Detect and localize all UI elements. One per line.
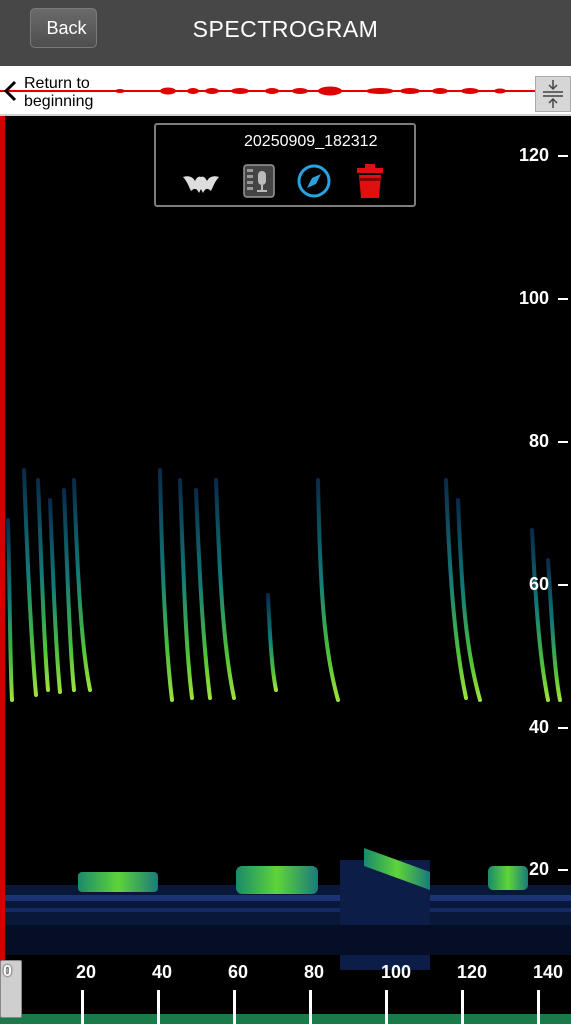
- y-axis-tick: [558, 441, 568, 443]
- y-axis-label: 120: [518, 145, 549, 165]
- y-axis-label: 100: [518, 288, 549, 308]
- trash-icon[interactable]: [350, 163, 390, 199]
- compress-vertical-icon: [543, 80, 563, 108]
- x-axis-label: 120: [456, 962, 488, 982]
- x-axis-label: 0: [3, 963, 12, 980]
- y-axis-tick: [558, 298, 568, 300]
- file-info-panel: 20250909_182312: [154, 123, 416, 207]
- x-axis-label: 60: [227, 962, 249, 982]
- timeline-bar: [0, 1014, 571, 1024]
- y-axis-label: 80: [528, 431, 549, 451]
- playback-cursor[interactable]: [0, 116, 5, 966]
- bat-icon[interactable]: [181, 163, 221, 199]
- time-scroll-handle[interactable]: 0: [0, 960, 22, 1018]
- x-axis-tick: [309, 990, 312, 1024]
- y-axis-tick: [558, 727, 568, 729]
- overview-strip[interactable]: Return to beginning: [0, 66, 571, 116]
- overview-waveform: [0, 86, 535, 96]
- recorder-icon[interactable]: [240, 163, 280, 199]
- x-axis-label: 80: [303, 962, 325, 982]
- x-axis-tick: [461, 990, 464, 1024]
- page-title: SPECTROGRAM: [192, 16, 379, 42]
- y-axis-label: 60: [528, 574, 549, 594]
- compass-icon[interactable]: [294, 163, 334, 199]
- x-axis-tick: [233, 990, 236, 1024]
- y-axis-label: 40: [528, 717, 549, 737]
- spectrogram-canvas[interactable]: [0, 116, 571, 1024]
- x-axis-tick: [157, 990, 160, 1024]
- chevron-left-icon[interactable]: [2, 80, 18, 102]
- return-to-beginning-link[interactable]: Return to beginning: [24, 75, 93, 111]
- zoom-toggle-button[interactable]: [535, 76, 571, 112]
- x-axis-label: 40: [151, 962, 173, 982]
- return-label-line2: beginning: [24, 93, 94, 110]
- recording-filename: 20250909_182312: [244, 133, 378, 150]
- y-axis-tick: [558, 869, 568, 871]
- back-button[interactable]: Back: [15, 8, 97, 48]
- x-axis-label: 140: [532, 962, 564, 982]
- return-label-line1: Return to: [24, 75, 90, 92]
- y-axis-tick: [558, 584, 568, 586]
- x-axis-label: 20: [75, 962, 97, 982]
- y-axis-label: 20: [528, 859, 549, 879]
- header-bar: Back SPECTROGRAM: [0, 0, 571, 66]
- x-axis-tick: [81, 990, 84, 1024]
- x-axis-tick: [537, 990, 540, 1024]
- x-axis-tick: [385, 990, 388, 1024]
- x-axis-label: 100: [380, 962, 412, 982]
- y-axis-tick: [558, 155, 568, 157]
- back-button-label: Back: [46, 17, 87, 38]
